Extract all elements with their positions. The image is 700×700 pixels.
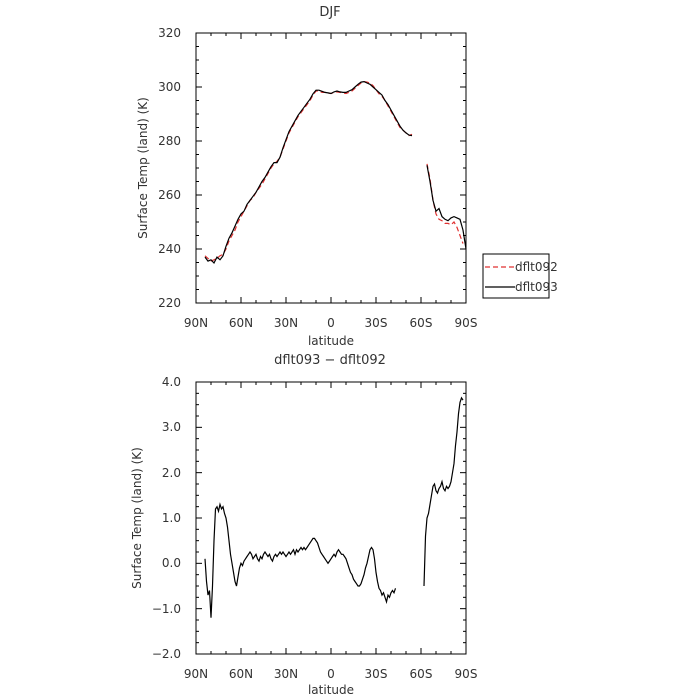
panel-bottom-y-tick-label-m2: −2.0 [152, 647, 181, 661]
panel-top-x-tick-label-30n: 30N [274, 316, 298, 330]
panel-top-y-tick-label-240: 240 [158, 242, 181, 256]
panel-bottom-y-tick-label-4: 4.0 [162, 375, 181, 389]
legend-label-dflt092: dflt092 [515, 260, 558, 274]
panel-top-x-axis-label: latitude [308, 334, 354, 348]
panel-top-y-tick-label-280: 280 [158, 134, 181, 148]
panel-top-series-dflt093-segment-0 [204, 80, 413, 265]
panel-bottom-y-tick-label-m1: −1.0 [152, 602, 181, 616]
panel-bottom-x-tick-label-60s: 60S [410, 667, 433, 681]
panel-top-y-axis-label: Surface Temp (land) (K) [136, 97, 150, 239]
panel-top-x-tick-label-30s: 30S [365, 316, 388, 330]
panel-bottom-series-difference-segment-0 [204, 502, 397, 618]
panel-top-series-dflt092-segment-1 [426, 163, 464, 244]
panel-top-title: DJF [319, 5, 340, 20]
panel-bottom-y-tick-label-2: 2.0 [162, 466, 181, 480]
legend-label-dflt093: dflt093 [515, 280, 558, 294]
panel-top-x-ticks [195, 33, 467, 303]
panel-top-y-tick-label-260: 260 [158, 188, 181, 202]
panel-bottom-y-ticks [196, 381, 466, 655]
legend-box [482, 253, 550, 299]
panel-top-x-tick-label-0: 0 [327, 316, 335, 330]
panel-top-y-tick-label-320: 320 [158, 26, 181, 40]
panel-bottom-x-ticks [195, 382, 467, 654]
panel-top-x-tick-label-90s: 90S [455, 316, 478, 330]
panel-bottom-x-tick-label-90s: 90S [455, 667, 478, 681]
legend: dflt092 dflt093 [482, 253, 558, 299]
panel-top-x-tick-label-60n: 60N [229, 316, 253, 330]
panel-top-x-tick-label-60s: 60S [410, 316, 433, 330]
panel-top-series-dflt093-segment-1 [426, 165, 467, 250]
panel-top-y-ticks [196, 32, 466, 304]
panel-bottom-title: dflt093 − dflt092 [274, 353, 386, 368]
panel-bottom-y-axis-label: Surface Temp (land) (K) [130, 447, 144, 589]
panel-bottom-series-difference-segment-1 [423, 396, 464, 587]
panel-bottom: dflt093 − dflt092 90N 60N 30N 0 30S 60S … [130, 353, 477, 697]
panel-top-series-dflt092-segment-0 [204, 80, 413, 262]
panel-bottom-x-tick-label-0: 0 [327, 667, 335, 681]
panel-top-lines [204, 80, 467, 265]
panel-bottom-x-tick-label-90n: 90N [184, 667, 208, 681]
panel-bottom-frame [195, 381, 467, 655]
panel-top-x-tick-label-90n: 90N [184, 316, 208, 330]
panel-bottom-y-tick-label-0: 0.0 [162, 556, 181, 570]
panel-bottom-y-tick-label-3: 3.0 [162, 420, 181, 434]
panel-top: DJF 90N 60N 30N 0 30S 60S 90S 220 240 26… [136, 5, 558, 348]
panel-top-y-tick-label-300: 300 [158, 80, 181, 94]
panel-bottom-x-tick-label-60n: 60N [229, 667, 253, 681]
panel-bottom-x-axis-label: latitude [308, 683, 354, 697]
panel-top-frame [195, 32, 467, 304]
panel-bottom-y-tick-label-1: 1.0 [162, 511, 181, 525]
panel-bottom-lines [204, 396, 464, 618]
panel-top-y-tick-label-220: 220 [158, 296, 181, 310]
panel-bottom-x-tick-label-30s: 30S [365, 667, 388, 681]
panel-bottom-x-tick-label-30n: 30N [274, 667, 298, 681]
